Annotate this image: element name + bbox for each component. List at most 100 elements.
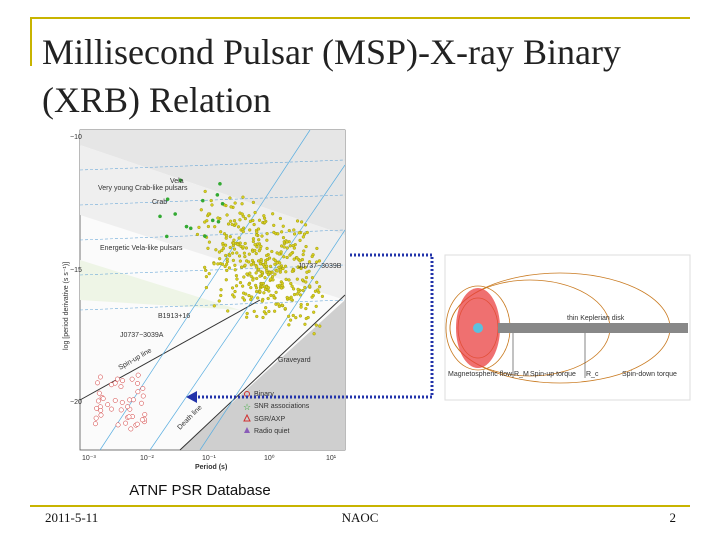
pulsar-dot bbox=[294, 316, 298, 320]
neutron-star bbox=[473, 323, 483, 333]
pulsar-dot bbox=[304, 306, 308, 311]
y-tick: −10 bbox=[70, 134, 82, 141]
pulsar-dot bbox=[304, 244, 308, 249]
region-label: Very young Crab-like pulsars bbox=[98, 185, 188, 192]
pulsar-dot bbox=[118, 384, 124, 390]
pulsar-dot bbox=[226, 309, 230, 313]
pulsar-dot bbox=[251, 200, 256, 205]
pulsar-dot bbox=[209, 198, 213, 203]
pulsar-dot bbox=[221, 246, 226, 251]
pulsar-dot bbox=[245, 315, 249, 319]
pulsar-dot bbox=[203, 265, 207, 270]
pulsar-dot bbox=[218, 181, 222, 186]
pulsar-dot bbox=[234, 222, 238, 226]
pulsar-dot bbox=[260, 270, 264, 275]
pulsar-dot bbox=[203, 220, 207, 224]
pulsar-dot bbox=[215, 193, 220, 197]
slide-title: Millisecond Pulsar (MSP)-X-ray Binary (X… bbox=[42, 32, 621, 120]
pulsar-dot bbox=[203, 189, 207, 194]
pulsar-dot bbox=[284, 277, 288, 281]
pulsar-dot bbox=[247, 293, 251, 298]
pulsar-dot bbox=[225, 257, 229, 261]
legend-symbol: ☆ bbox=[243, 402, 251, 412]
pulsar-dot bbox=[304, 275, 309, 280]
pulsar-dot bbox=[255, 276, 259, 281]
pulsar-dot bbox=[297, 290, 301, 294]
pulsar-dot bbox=[241, 291, 246, 295]
legend-symbol bbox=[244, 427, 250, 433]
pulsar-dot bbox=[263, 276, 267, 280]
pulsar-dot bbox=[142, 412, 148, 417]
pulsar-dot bbox=[235, 251, 239, 255]
pulsar-dot bbox=[312, 310, 316, 314]
pulsar-dot bbox=[263, 220, 267, 224]
pulsar-dot bbox=[120, 378, 126, 384]
pulsar-dot bbox=[238, 259, 242, 263]
pulsar-dot bbox=[242, 298, 247, 302]
pulsar-dot bbox=[158, 214, 162, 219]
pulsar-dot bbox=[255, 233, 259, 237]
pulsar-dot bbox=[203, 234, 207, 239]
pulsar-dot bbox=[115, 376, 120, 382]
pulsar-dot bbox=[258, 274, 262, 278]
pulsar-dot bbox=[229, 205, 233, 209]
pulsar-dot bbox=[140, 386, 146, 391]
pulsar-dot bbox=[221, 241, 225, 246]
pulsar-dot bbox=[302, 232, 307, 236]
pulsar-dot bbox=[281, 224, 285, 228]
pulsar-dot bbox=[204, 285, 209, 290]
death-line bbox=[179, 294, 346, 451]
pulsar-dot bbox=[257, 218, 262, 222]
disk-label: Magnetospheric flow bbox=[448, 371, 513, 378]
object-label: B1913+16 bbox=[158, 313, 190, 320]
pulsar-dot bbox=[262, 310, 266, 314]
connector-arrow bbox=[186, 391, 197, 403]
pulsar-dot bbox=[305, 270, 309, 274]
pulsar-dot bbox=[203, 268, 208, 272]
pulsar-dot bbox=[224, 253, 228, 258]
pulsar-dot bbox=[275, 284, 280, 288]
pulsar-dot bbox=[317, 285, 322, 289]
pulsar-dot bbox=[224, 234, 229, 238]
pulsar-dot bbox=[255, 230, 259, 234]
pulsar-dot bbox=[214, 248, 218, 252]
pulsar-dot bbox=[216, 219, 221, 224]
pulsar-dot bbox=[261, 281, 266, 286]
pulsar-dot bbox=[128, 426, 134, 432]
pulsar-dot bbox=[270, 212, 275, 216]
ppdot-diagram: −10 −15 −20 log [period derivative (s s⁻… bbox=[60, 122, 352, 472]
pulsar-dot bbox=[316, 288, 320, 292]
pulsar-dot bbox=[204, 275, 209, 279]
pulsar-dot bbox=[248, 228, 252, 232]
pulsar-dot bbox=[295, 219, 300, 223]
pulsar-dot bbox=[223, 243, 228, 247]
pulsar-dot bbox=[230, 286, 235, 290]
pulsar-dot bbox=[253, 248, 257, 253]
pulsar-dot bbox=[264, 306, 268, 310]
pulsar-dot bbox=[257, 249, 261, 253]
pulsar-dot bbox=[282, 245, 286, 249]
pulsar-dot bbox=[303, 285, 307, 290]
pulsar-dot bbox=[266, 286, 271, 290]
pulsar-dot bbox=[243, 254, 247, 259]
footer-date: 2011-5-11 bbox=[45, 510, 98, 525]
object-label: Vela bbox=[170, 178, 184, 185]
pulsar-dot bbox=[265, 246, 269, 251]
pulsar-dot bbox=[256, 259, 261, 263]
pulsar-dot bbox=[240, 212, 244, 216]
pulsar-dot bbox=[232, 247, 237, 251]
pulsar-dot bbox=[226, 222, 231, 226]
pulsar-dot bbox=[173, 212, 178, 216]
disk-diagram: thin Keplerian disk Magnetospheric flow … bbox=[444, 254, 691, 401]
pulsar-dot bbox=[247, 260, 251, 264]
pulsar-dot bbox=[263, 287, 268, 292]
pulsar-dot bbox=[254, 289, 259, 294]
pulsar-dot bbox=[305, 302, 310, 307]
pulsar-dot bbox=[135, 372, 141, 378]
pulsar-dot bbox=[298, 293, 303, 297]
pulsar-dot bbox=[228, 219, 233, 223]
pulsar-dot bbox=[272, 296, 276, 300]
disk-label: Spin-up torque bbox=[530, 371, 576, 378]
pulsar-dot bbox=[317, 259, 322, 263]
pulsar-dot bbox=[233, 268, 237, 272]
